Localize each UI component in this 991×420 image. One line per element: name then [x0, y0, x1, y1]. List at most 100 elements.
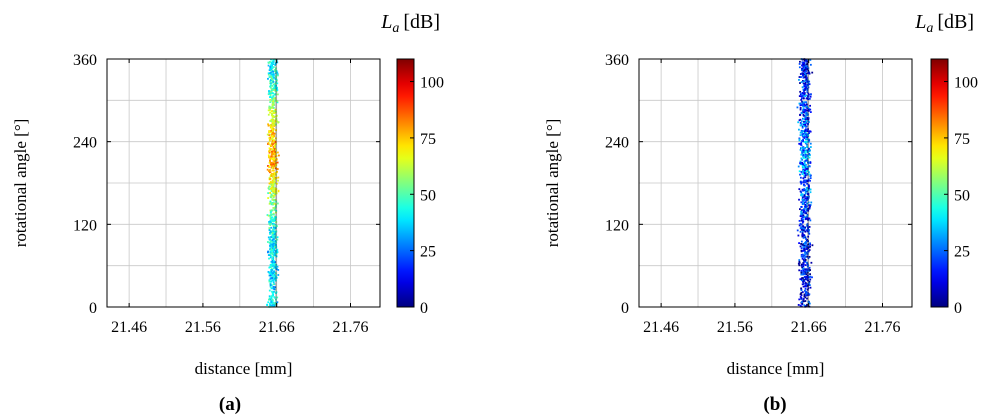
- data-point: [267, 124, 270, 127]
- data-point: [806, 105, 809, 108]
- data-point: [273, 262, 276, 265]
- data-point: [801, 95, 804, 98]
- data-point: [273, 132, 276, 135]
- data-point: [801, 277, 803, 280]
- data-point: [275, 118, 278, 121]
- data-point: [272, 97, 275, 100]
- data-point: [269, 86, 272, 89]
- data-point: [272, 230, 275, 232]
- data-point: [805, 251, 808, 254]
- data-point: [805, 163, 807, 166]
- data-point: [809, 286, 812, 289]
- data-point: [799, 107, 802, 109]
- data-point: [805, 119, 808, 122]
- data-point: [268, 166, 270, 168]
- data-point: [269, 274, 272, 277]
- data-point: [802, 229, 805, 232]
- data-point: [274, 82, 277, 85]
- data-point: [272, 226, 275, 229]
- data-point: [270, 280, 273, 283]
- data-point: [272, 279, 275, 282]
- data-point: [271, 290, 273, 293]
- data-point: [800, 264, 803, 267]
- x-tick-label: 21.56: [717, 319, 753, 336]
- data-point: [806, 78, 809, 81]
- data-point: [277, 190, 280, 193]
- data-point: [268, 302, 271, 305]
- data-point: [803, 101, 806, 104]
- data-point: [805, 72, 808, 75]
- data-point: [802, 148, 804, 150]
- data-point: [267, 93, 270, 96]
- data-point: [268, 137, 271, 139]
- data-point: [269, 248, 271, 251]
- data-point: [804, 154, 807, 157]
- data-point: [269, 125, 272, 128]
- data-point: [271, 138, 274, 140]
- x-tick-label: 21.46: [643, 319, 679, 336]
- data-point: [800, 217, 803, 220]
- data-point: [802, 103, 805, 106]
- data-point: [805, 59, 807, 62]
- data-point: [808, 185, 810, 188]
- data-point: [808, 171, 810, 174]
- data-point: [271, 169, 274, 172]
- data-point: [273, 265, 276, 268]
- data-point: [803, 73, 806, 76]
- data-point: [803, 103, 806, 106]
- data-point: [274, 246, 277, 249]
- x-tick-label: 21.76: [332, 319, 368, 336]
- data-point: [803, 293, 806, 296]
- data-point: [808, 243, 810, 245]
- data-point: [801, 163, 804, 165]
- data-point: [803, 141, 806, 143]
- x-tick-label: 21.56: [185, 319, 221, 336]
- data-point: [270, 301, 273, 303]
- data-point: [276, 120, 279, 123]
- data-point: [802, 168, 805, 171]
- data-point: [810, 201, 813, 204]
- data-point: [268, 90, 270, 92]
- data-point: [272, 83, 275, 86]
- data-point: [268, 161, 271, 164]
- data-point: [269, 216, 272, 219]
- data-point: [802, 82, 805, 85]
- data-point: [272, 70, 275, 73]
- data-point: [808, 276, 811, 279]
- data-point: [267, 109, 270, 112]
- data-point: [802, 113, 805, 116]
- data-point: [803, 195, 805, 198]
- data-point: [267, 77, 269, 80]
- data-point: [276, 296, 279, 299]
- colorbar-tick-label: 25: [954, 244, 970, 261]
- data-point: [806, 107, 809, 109]
- data-point: [273, 271, 276, 273]
- data-point: [274, 240, 277, 242]
- data-point: [803, 179, 806, 182]
- y-tick-label: 240: [605, 135, 629, 152]
- data-point: [801, 244, 804, 247]
- data-point: [269, 241, 272, 244]
- data-point: [273, 274, 276, 277]
- data-point: [804, 174, 807, 177]
- data-point: [273, 173, 276, 176]
- data-point: [273, 146, 276, 148]
- colorbar: [930, 58, 949, 308]
- data-point: [270, 195, 273, 198]
- data-point: [272, 136, 274, 139]
- data-point: [808, 140, 810, 143]
- data-point: [270, 190, 273, 192]
- data-point: [269, 108, 272, 111]
- y-tick-label: 0: [89, 300, 97, 317]
- data-point: [804, 59, 806, 62]
- data-point: [275, 252, 278, 255]
- data-point: [808, 72, 811, 75]
- data-point: [269, 111, 271, 114]
- data-point: [268, 266, 271, 269]
- data-point: [800, 191, 803, 194]
- data-point: [806, 151, 809, 153]
- data-point: [805, 188, 808, 191]
- data-point: [269, 277, 272, 280]
- colorbar-tick-label: 0: [954, 300, 962, 317]
- data-point: [274, 252, 277, 255]
